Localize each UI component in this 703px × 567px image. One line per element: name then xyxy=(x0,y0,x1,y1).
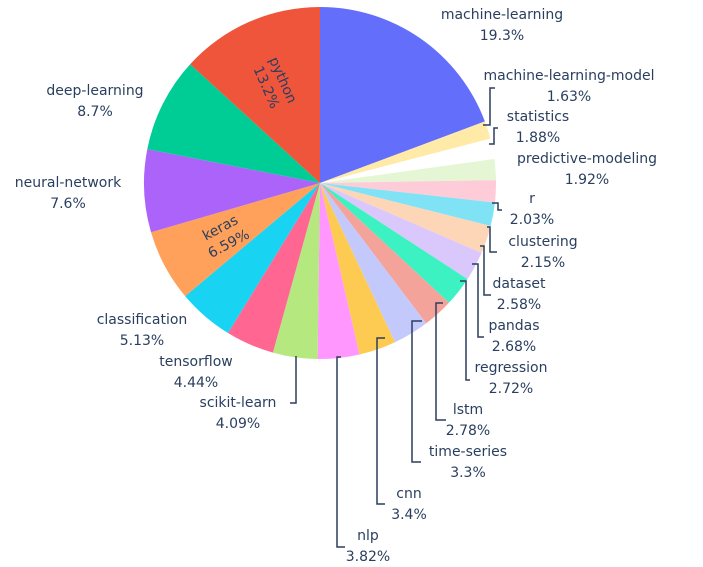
leader-line-nlp xyxy=(336,356,345,548)
pie-slice-machine-learning[interactable] xyxy=(320,7,485,183)
leader-line-time-series xyxy=(411,320,422,463)
slice-label-dataset: dataset 2.58% xyxy=(493,276,546,313)
pie-slices xyxy=(143,7,497,359)
pie-slice-time-series[interactable] xyxy=(320,183,427,343)
leader-line-cnn xyxy=(376,337,385,505)
pie-slice-cnn[interactable] xyxy=(320,183,395,355)
leader-line-statistics xyxy=(489,127,498,145)
slice-label-deep-learning: deep-learning 8.7% xyxy=(46,83,143,120)
slice-label-predictive-modeling: predictive-modeling 1.92% xyxy=(517,151,657,188)
pie-slice-keras[interactable] xyxy=(151,183,320,297)
pie-slice-clustering[interactable] xyxy=(320,183,495,226)
pie-slice-nlp[interactable] xyxy=(317,183,360,359)
pie-slice-statistics[interactable] xyxy=(320,138,495,183)
slice-label-pandas: pandas 2.68% xyxy=(488,318,539,355)
leader-line-clustering xyxy=(487,226,497,253)
leader-line-dataset xyxy=(480,245,491,296)
slice-label-statistics: statistics 1.88% xyxy=(507,109,569,146)
pie-slice-tensorflow[interactable] xyxy=(227,183,320,353)
pie-slice-neural-network[interactable] xyxy=(143,149,320,233)
leader-line-lstm xyxy=(435,302,446,421)
pie-slice-pandas[interactable] xyxy=(320,183,482,280)
slice-label-machine-learning: machine-learning 19.3% xyxy=(441,7,563,44)
pie-slice-deep-learning[interactable] xyxy=(147,64,320,183)
pie-slice-predictive-modeling[interactable] xyxy=(320,159,496,183)
leader-line-regression xyxy=(460,280,470,381)
slice-labels: machine-learning 19.3% machine-learning-mo… xyxy=(15,7,657,565)
slice-label-regression: regression 2.72% xyxy=(475,360,548,397)
slice-label-r: r 2.03% xyxy=(510,191,554,228)
label-leader-lines xyxy=(290,87,502,548)
slice-label-machine-learning-model: machine-learning-model 1.63% xyxy=(484,68,655,105)
slice-label-time-series: time-series 3.3% xyxy=(429,444,507,481)
slice-label-scikit-learn: scikit-learn 4.09% xyxy=(200,395,277,432)
pie-slice-regression[interactable] xyxy=(320,183,468,303)
pie-slice-r[interactable] xyxy=(320,180,497,203)
leader-line-pandas xyxy=(472,263,484,338)
slice-label-neural-network: neural-network 7.6% xyxy=(15,175,122,212)
leader-line-r xyxy=(492,202,502,211)
leader-line-scikit-learn xyxy=(290,356,297,404)
pie-slice-scikit-learn[interactable] xyxy=(272,183,320,359)
slice-label-lstm: lstm 2.78% xyxy=(446,402,490,439)
slice-label-nlp: nlp 3.82% xyxy=(346,528,390,565)
pie-slice-dataset[interactable] xyxy=(320,183,491,253)
pie-slice-lstm[interactable] xyxy=(320,183,449,324)
slice-label-classification: classification 5.13% xyxy=(97,312,188,349)
slice-label-cnn: cnn 3.4% xyxy=(391,486,427,523)
pie-slice-python[interactable] xyxy=(190,7,320,183)
slice-label-clustering: clustering 2.15% xyxy=(508,234,577,271)
pie-slice-classification[interactable] xyxy=(185,183,320,334)
pie-slice-machine-learning-model[interactable] xyxy=(320,121,491,183)
leader-line-machine-learning-model xyxy=(483,87,495,126)
slice-label-tensorflow: tensorflow 4.44% xyxy=(159,354,232,391)
